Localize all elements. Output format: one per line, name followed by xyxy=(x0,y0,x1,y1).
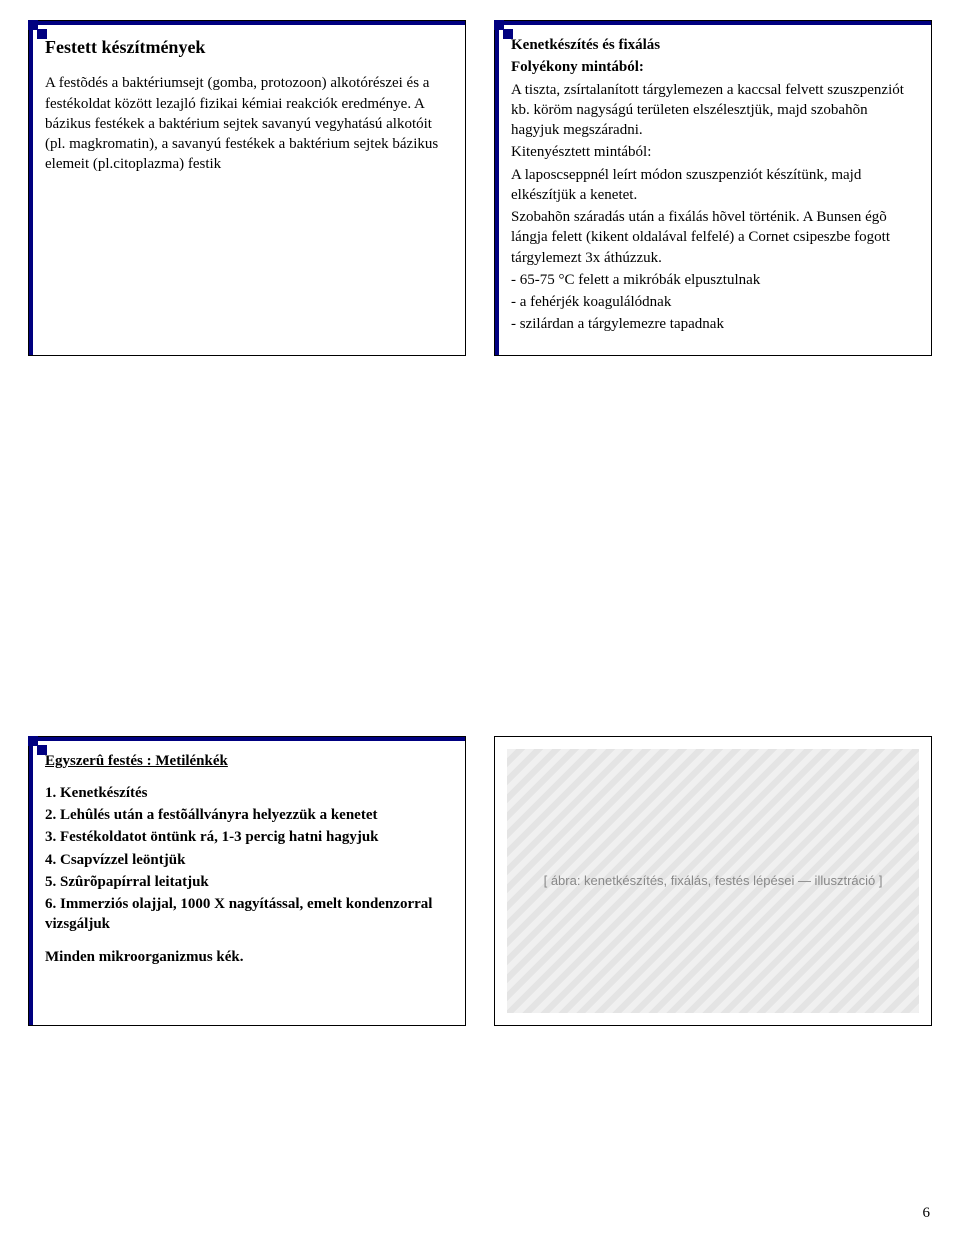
slide-kenetkeszites-fixalas: Kenetkészítés és fixálás Folyékony mintá… xyxy=(494,20,932,356)
slide-border-left xyxy=(495,21,499,355)
slide-border-top xyxy=(29,21,465,25)
slide2-heading1: Kenetkészítés és fixálás xyxy=(511,35,915,55)
corner-square-icon xyxy=(503,29,513,39)
slide1-body: A festõdés a baktériumsejt (gomba, proto… xyxy=(45,73,449,174)
list-item: 1. Kenetkészítés xyxy=(45,783,449,803)
corner-square-icon xyxy=(37,745,47,755)
list-item: 6. Immerziós olajjal, 1000 X nagyítással… xyxy=(45,894,449,935)
slide-festett-keszitmenyek: Festett készítmények A festõdés a baktér… xyxy=(28,20,466,356)
slide3-conclusion: Minden mikroorganizmus kék. xyxy=(45,947,449,967)
list-item: 3. Festékoldatot öntünk rá, 1-3 percig h… xyxy=(45,827,449,847)
slide-border-left xyxy=(29,737,33,1025)
list-item: 4. Csapvízzel leöntjük xyxy=(45,850,449,870)
slide2-bullet2: - a fehérjék koagulálódnak xyxy=(511,292,915,312)
slide2-p2: A laposcseppnél leírt módon szuszpenziót… xyxy=(511,165,915,206)
slide3-title: Egyszerû festés : Metilénkék xyxy=(45,751,449,771)
top-row: Festett készítmények A festõdés a baktér… xyxy=(28,20,932,356)
list-item: 5. Szûrõpapírral leitatjuk xyxy=(45,872,449,892)
slide2-heading3: Kitenyésztett mintából: xyxy=(511,142,915,162)
slide3-list: 1. Kenetkészítés 2. Lehûlés után a festõ… xyxy=(45,783,449,935)
page: Festett készítmények A festõdés a baktér… xyxy=(0,0,960,1237)
slide2-bullet3: - szilárdan a tárgylemezre tapadnak xyxy=(511,314,915,334)
slide1-title: Festett készítmények xyxy=(45,35,449,59)
slide2-heading2: Folyékony mintából: xyxy=(511,57,915,77)
bottom-row: Egyszerû festés : Metilénkék 1. Kenetkés… xyxy=(28,736,932,1026)
slide2-p1: A tiszta, zsírtalanított tárgylemezen a … xyxy=(511,80,915,141)
slide-border-top xyxy=(495,21,931,25)
slide2-p3: Szobahõn száradás után a fixálás hõvel t… xyxy=(511,207,915,268)
slide-egyszeru-festes: Egyszerû festés : Metilénkék 1. Kenetkés… xyxy=(28,736,466,1026)
list-item: 2. Lehûlés után a festõállványra helyezz… xyxy=(45,805,449,825)
slide2-bullet1: - 65-75 °C felett a mikróbák elpusztulna… xyxy=(511,270,915,290)
figure-placeholder: [ ábra: kenetkészítés, fixálás, festés l… xyxy=(507,749,919,1013)
slide-border-top xyxy=(29,737,465,741)
page-number: 6 xyxy=(923,1203,931,1223)
slide-figure: [ ábra: kenetkészítés, fixálás, festés l… xyxy=(494,736,932,1026)
corner-square-icon xyxy=(37,29,47,39)
slide-border-left xyxy=(29,21,33,355)
